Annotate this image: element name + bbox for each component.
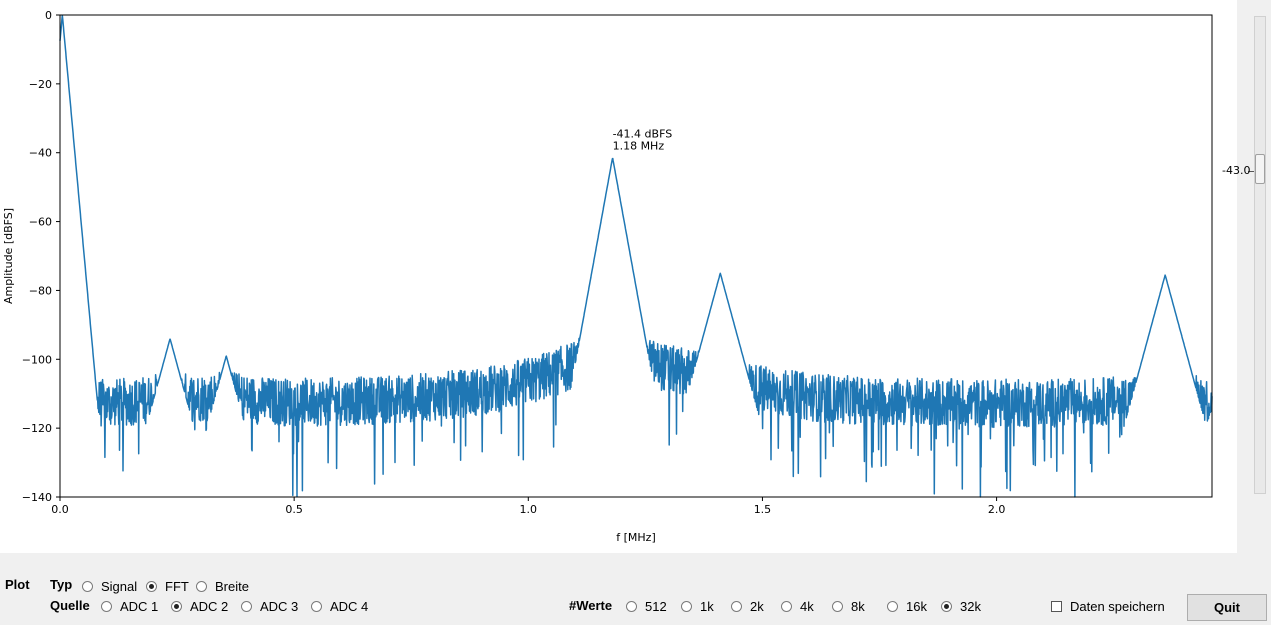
typ-option-fft[interactable]: FFT <box>146 579 189 594</box>
radio-icon <box>887 601 898 612</box>
werte-option-label: 512 <box>645 599 667 614</box>
quelle-option-label: ADC 1 <box>120 599 159 614</box>
quelle-option-label: ADC 2 <box>190 599 229 614</box>
radio-icon <box>241 601 252 612</box>
radio-icon <box>781 601 792 612</box>
x-tick-label: 1.0 <box>520 503 538 516</box>
fft-chart: 0.0 0.5 1.0 1.5 2.0 0 −20 −40 −60 −80 −100 −120 −140… <box>2 9 1213 544</box>
x-tick-label: 2.0 <box>988 503 1006 516</box>
werte-option-label: 8k <box>851 599 865 614</box>
x-tick-label: 0.0 <box>51 503 69 516</box>
axes-frame <box>59 14 1213 498</box>
typ-option-breite[interactable]: Breite <box>196 579 249 594</box>
y-tick-label: −60 <box>29 216 52 229</box>
control-panel: Plot Typ Signal FFT Breite Quelle ADC 1 … <box>0 553 1271 625</box>
threshold-slider-value: -43.0 <box>1222 164 1251 177</box>
werte-option-label: 2k <box>750 599 764 614</box>
y-tick-label: −80 <box>29 284 52 297</box>
checkbox-icon <box>1051 601 1062 612</box>
save-data-checkbox[interactable]: Daten speichern <box>1051 599 1165 614</box>
radio-icon <box>626 601 637 612</box>
y-axis-label: Amplitude [dBFS] <box>2 208 15 304</box>
werte-option-4k[interactable]: 4k <box>781 599 814 614</box>
typ-option-label: FFT <box>165 579 189 594</box>
radio-icon <box>82 581 93 592</box>
werte-option-label: 16k <box>906 599 927 614</box>
werte-option-8k[interactable]: 8k <box>832 599 865 614</box>
typ-option-label: Signal <box>101 579 138 594</box>
x-tick-label: 1.5 <box>754 503 772 516</box>
y-tick-label: −20 <box>29 78 52 91</box>
radio-icon <box>731 601 742 612</box>
threshold-slider-track[interactable] <box>1254 16 1266 494</box>
werte-option-32k[interactable]: 32k <box>941 599 981 614</box>
werte-option-label: 32k <box>960 599 981 614</box>
werte-option-512[interactable]: 512 <box>626 599 667 614</box>
y-tick-label: −100 <box>22 353 52 366</box>
peak-annotation-frequency: 1.18 MHz <box>613 140 665 153</box>
typ-label: Typ <box>50 577 73 592</box>
radio-icon <box>196 581 207 592</box>
quelle-option-adc3[interactable]: ADC 3 <box>241 599 298 614</box>
quelle-option-adc1[interactable]: ADC 1 <box>101 599 158 614</box>
werte-option-1k[interactable]: 1k <box>681 599 714 614</box>
typ-option-signal[interactable]: Signal <box>82 579 137 594</box>
radio-icon <box>681 601 692 612</box>
radio-icon <box>311 601 322 612</box>
werte-option-label: 1k <box>700 599 714 614</box>
typ-option-label: Breite <box>215 579 249 594</box>
fft-plot-area: 0.0 0.5 1.0 1.5 2.0 0 −20 −40 −60 −80 −100 −120 −140… <box>0 0 1237 553</box>
x-tick-label: 0.5 <box>285 503 303 516</box>
y-tick-label: −140 <box>22 491 52 504</box>
quelle-label: Quelle <box>50 598 90 613</box>
spectrum-trace <box>59 14 1213 498</box>
werte-option-2k[interactable]: 2k <box>731 599 764 614</box>
peak-annotation-level: -41.4 dBFS <box>613 128 673 141</box>
y-tick-label: −120 <box>22 422 52 435</box>
quelle-option-label: ADC 4 <box>330 599 369 614</box>
radio-selected-icon <box>941 601 952 612</box>
quelle-option-label: ADC 3 <box>260 599 299 614</box>
quit-button[interactable]: Quit <box>1187 594 1267 621</box>
y-tick-label: 0 <box>45 9 52 22</box>
werte-label: #Werte <box>569 598 613 613</box>
werte-option-label: 4k <box>800 599 814 614</box>
quelle-option-adc2[interactable]: ADC 2 <box>171 599 228 614</box>
radio-icon <box>832 601 843 612</box>
werte-option-16k[interactable]: 16k <box>887 599 927 614</box>
threshold-slider-handle[interactable] <box>1255 154 1265 184</box>
y-tick-label: −40 <box>29 147 52 160</box>
threshold-slider-tick <box>1248 171 1254 172</box>
x-axis-label: f [MHz] <box>616 531 656 544</box>
radio-icon <box>101 601 112 612</box>
radio-selected-icon <box>171 601 182 612</box>
save-data-label: Daten speichern <box>1070 599 1165 614</box>
quelle-option-adc4[interactable]: ADC 4 <box>311 599 368 614</box>
plot-label: Plot <box>5 577 30 592</box>
radio-selected-icon <box>146 581 157 592</box>
